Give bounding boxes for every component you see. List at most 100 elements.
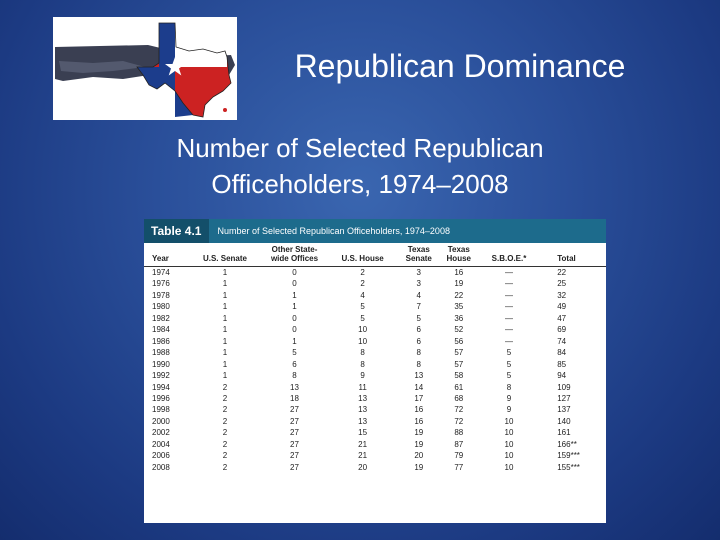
table-cell: 2006: [152, 451, 170, 461]
table-cell: 52: [454, 325, 464, 335]
table-cell: 10: [504, 439, 514, 449]
table-cell: 2: [222, 439, 228, 449]
table-cell: 0: [292, 268, 297, 277]
table-caption: Number of Selected Republican Officehold…: [217, 226, 450, 236]
table-cell: 8: [416, 359, 421, 369]
table-row: 1974 1 0 2 3 16 — 22: [144, 267, 606, 279]
table-cell: 1982: [152, 313, 170, 323]
table-cell: 10: [504, 428, 514, 438]
table-cell: 16: [414, 405, 424, 415]
table-cell: 21: [358, 439, 368, 449]
table-cell: 49: [557, 302, 567, 312]
table-cell: 21: [358, 451, 368, 461]
table-cell: 1: [222, 268, 228, 277]
table-cell: 74: [557, 336, 567, 346]
table-cell: 8: [360, 359, 365, 369]
table-cell: 10: [504, 416, 514, 426]
table-cell: 3: [416, 268, 421, 277]
table-cell: 2: [222, 393, 228, 403]
table-cell: 166**: [557, 439, 577, 449]
table-cell: 68: [454, 393, 464, 403]
table-cell: 79: [454, 451, 464, 461]
table-cell: 1980: [152, 302, 170, 312]
table-cell: —: [505, 302, 513, 312]
table-cell: 2: [222, 462, 228, 472]
table-cell: 77: [454, 462, 464, 472]
table-cell: 13: [358, 405, 368, 415]
slide-title: Republican Dominance: [294, 48, 626, 84]
table-cell: 1: [292, 290, 297, 300]
table-cell: 1: [222, 313, 228, 323]
table-cell: 5: [360, 302, 365, 312]
table-cell: 159***: [557, 451, 580, 461]
table-row: 1992 1 8 9 13 58 5 94: [144, 370, 606, 381]
table-cell: —: [505, 313, 513, 323]
table-cell: 13: [290, 382, 299, 392]
table-cell: 1990: [152, 359, 170, 369]
table-cell: 2: [360, 268, 365, 277]
table-cell: 1: [292, 336, 297, 346]
table-cell: 7: [416, 302, 421, 312]
table-cell: 5: [506, 359, 512, 369]
table-cell: 27: [290, 462, 299, 472]
table-row: 2000 2 27 13 16 72 10 140: [144, 416, 606, 427]
officeholders-table: Table 4.1 Number of Selected Republican …: [144, 219, 606, 523]
column-header: U.S. House: [341, 254, 384, 263]
table-cell: 2: [222, 451, 228, 461]
table-cell: 137: [557, 405, 571, 415]
table-cell: 3: [416, 279, 421, 289]
column-header: U.S. Senate: [202, 254, 247, 263]
texas-map-logo: [53, 17, 237, 120]
table-cell: 1998: [152, 405, 170, 415]
table-cell: 5: [292, 348, 297, 358]
table-row: 1990 1 6 8 8 57 5 85: [144, 359, 606, 370]
table-cell: 25: [557, 279, 567, 289]
table-cell: 2: [222, 382, 228, 392]
table-cell: 27: [290, 416, 299, 426]
subtitle-line-2: Officeholders, 1974–2008: [211, 169, 509, 199]
column-header: Total: [557, 254, 576, 263]
table-cell: 10: [504, 451, 514, 461]
table-cell: 5: [506, 348, 512, 358]
table-cell: 19: [414, 462, 424, 472]
table-cell: 1: [222, 290, 228, 300]
table-cell: 35: [454, 302, 464, 312]
table-cell: 4: [360, 290, 365, 300]
table-cell: 16: [414, 416, 424, 426]
table-cell: 27: [290, 405, 299, 415]
table-row: 1986 1 1 10 6 56 — 74: [144, 336, 606, 347]
table-row: 1998 2 27 13 16 72 9 137: [144, 404, 606, 415]
table-cell: 5: [360, 313, 365, 323]
table-cell: 5: [416, 313, 421, 323]
table-cell: 18: [290, 393, 299, 403]
table-cell: 8: [360, 348, 365, 358]
table-cell: 140: [557, 416, 571, 426]
table-cell: 1994: [152, 382, 170, 392]
table-cell: 20: [358, 462, 368, 472]
table-cell: 8: [416, 348, 421, 358]
column-header: S.B.O.E.*: [491, 254, 527, 263]
table-row: 2002 2 27 15 19 88 10 161: [144, 427, 606, 438]
column-header-row: Year U.S. Senate Other State-wide Office…: [144, 245, 606, 267]
table-cell: 1: [222, 302, 228, 312]
table-cell: 61: [454, 382, 464, 392]
table-cell: 57: [454, 359, 464, 369]
table-cell: 88: [454, 428, 464, 438]
table-number: Table 4.1: [144, 219, 210, 243]
table-cell: 161: [557, 428, 571, 438]
table-cell: —: [505, 268, 513, 277]
data-table: Year U.S. Senate Other State-wide Office…: [144, 245, 606, 473]
column-header: Other State-wide Offices: [270, 245, 319, 263]
table-cell: 2: [360, 279, 365, 289]
table-cell: 109: [557, 382, 571, 392]
table-cell: 10: [358, 336, 368, 346]
table-cell: 1974: [152, 268, 170, 277]
table-cell: —: [505, 336, 513, 346]
table-cell: 6: [416, 325, 421, 335]
table-cell: 47: [557, 313, 567, 323]
table-cell: 20: [414, 451, 424, 461]
column-header: Texas Senate: [405, 245, 432, 263]
table-cell: 84: [557, 348, 567, 358]
table-cell: 1986: [152, 336, 170, 346]
table-cell: 27: [290, 439, 299, 449]
